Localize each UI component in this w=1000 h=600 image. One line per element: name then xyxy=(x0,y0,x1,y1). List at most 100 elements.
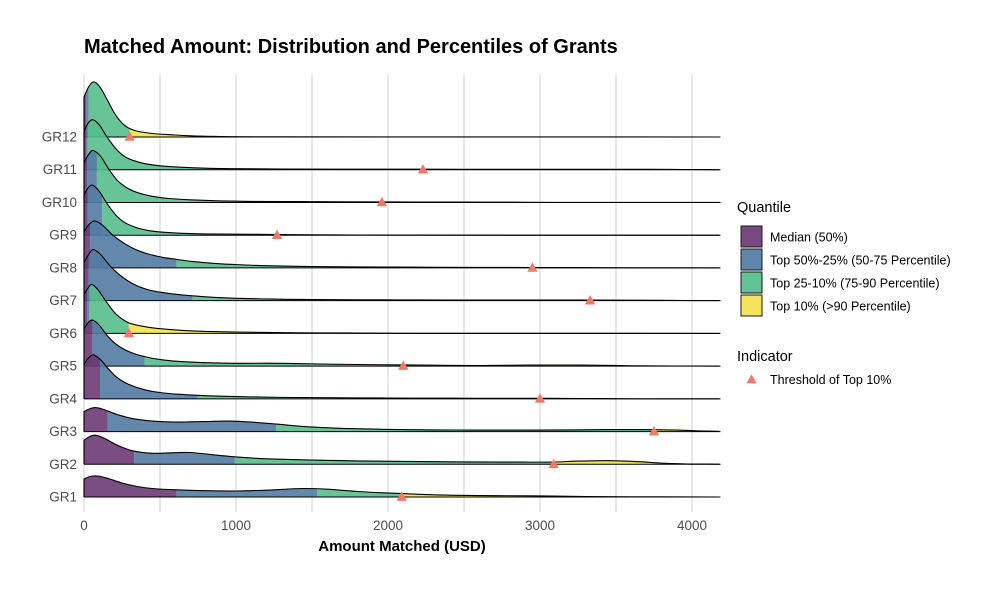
ridge-GR11-top10 xyxy=(422,169,720,170)
y-axis-label-GR1: GR1 xyxy=(49,490,77,505)
x-axis-title: Amount Matched (USD) xyxy=(318,538,486,555)
y-axis-label-GR2: GR2 xyxy=(49,457,77,472)
ridge-outline-GR12 xyxy=(83,81,720,138)
ridge-GR2-median xyxy=(84,435,135,465)
legend-swatch-q75_90 xyxy=(740,271,763,294)
ridge-GR7-q75_90 xyxy=(192,295,591,301)
ridge-GR1-top10 xyxy=(401,493,720,498)
threshold-marker-GR12 xyxy=(124,131,135,141)
legend-item-label: Top 50%-25% (50-75 Percentile) xyxy=(770,254,951,268)
x-tick-4000: 4000 xyxy=(677,518,707,533)
ridge-GR12-q75_90 xyxy=(88,81,130,137)
ridge-GR7-top10 xyxy=(590,300,720,301)
ridge-GR5-top10 xyxy=(403,364,720,367)
threshold-marker-GR2 xyxy=(548,458,559,469)
ridge-GR8-q75_90 xyxy=(176,259,533,268)
ridge-outline-GR8 xyxy=(83,220,720,269)
ridge-GR1-q50_75 xyxy=(176,488,318,498)
ridge-GR12-median xyxy=(84,91,87,137)
ridge-GR2-q50_75 xyxy=(134,451,235,465)
threshold-marker-GR5 xyxy=(398,360,409,370)
y-axis-labels: GR12 GR11 GR10 GR9 GR8 GR7 GR6 GR5 GR4 GR3 GR2 GR1 xyxy=(42,130,78,505)
ridge-GR6-q50_75 xyxy=(87,286,90,334)
y-axis-label-GR3: GR3 xyxy=(49,424,77,439)
legend-swatch-top10 xyxy=(740,294,763,317)
y-axis-label-GR7: GR7 xyxy=(49,293,77,308)
ridge-GR5-median xyxy=(84,320,93,367)
legend-quantile-title: Quantile xyxy=(737,200,791,216)
y-axis-label-GR4: GR4 xyxy=(49,391,77,406)
ridge-GR6-top10 xyxy=(128,322,720,334)
legend-swatch-q50_75 xyxy=(740,248,763,271)
ridge-outline-GR6 xyxy=(83,283,720,334)
ridge-GR11-median xyxy=(84,126,87,170)
ridge-outline-GR9 xyxy=(83,184,720,236)
threshold-marker-GR3 xyxy=(648,425,660,436)
ridge-outline-GR4 xyxy=(83,354,720,400)
ridge-GR4-q75_90 xyxy=(197,395,540,399)
ridge-GR10-q75_90 xyxy=(96,152,382,203)
ridge-GR3-q50_75 xyxy=(107,410,277,432)
y-axis-label-GR10: GR10 xyxy=(42,195,77,210)
ridge-GR2-top10 xyxy=(553,460,720,465)
ridge-GR12-q50_75 xyxy=(86,87,89,137)
y-axis-label-GR5: GR5 xyxy=(49,359,77,374)
ridge-GR5-q50_75 xyxy=(92,320,145,367)
ridge-GR1-q75_90 xyxy=(317,488,402,498)
y-axis-label-GR8: GR8 xyxy=(49,260,77,275)
ridge-outline-GR1 xyxy=(83,475,720,498)
threshold-marker-GR4 xyxy=(534,393,546,403)
threshold-marker-GR6 xyxy=(123,327,135,338)
ridge-GR3-median xyxy=(84,407,108,432)
legend-indicator-title: Indicator xyxy=(737,349,793,365)
legend-swatch-median xyxy=(740,225,763,248)
y-axis-label-GR6: GR6 xyxy=(49,326,77,341)
ridge-outline-GR11 xyxy=(83,119,720,171)
legend-item-label: Top 10% (>90 Percentile) xyxy=(770,300,911,314)
chart-title: Matched Amount: Distribution and Percent… xyxy=(84,36,618,58)
x-tick-2000: 2000 xyxy=(373,518,403,533)
ridge-outline-GR3 xyxy=(83,406,720,432)
ridge-GR9-q50_75 xyxy=(87,185,103,236)
legend-item-label: Top 25-10% (75-90 Percentile) xyxy=(770,277,940,291)
ridge-GR10-top10 xyxy=(381,201,720,203)
legend-threshold-triangle-icon xyxy=(746,374,757,384)
legend-item-label: Median (50%) xyxy=(770,231,848,245)
ridge-outline-GR7 xyxy=(83,249,720,302)
ridge-outline-GR5 xyxy=(83,319,720,367)
x-tick-3000: 3000 xyxy=(525,518,555,533)
ridge-GR10-median xyxy=(84,156,88,203)
ridge-GR12-top10 xyxy=(129,128,720,137)
gridlines xyxy=(83,75,693,512)
threshold-marker-GR8 xyxy=(527,262,538,272)
ridges xyxy=(83,81,721,498)
threshold-marker-GR10 xyxy=(376,196,388,207)
x-axis-tick-labels: 0 1000 2000 3000 4000 xyxy=(80,518,707,533)
ridge-GR4-q50_75 xyxy=(99,359,198,399)
threshold-marker-GR9 xyxy=(271,229,283,239)
ridge-GR4-median xyxy=(84,354,100,399)
ridge-GR7-q50_75 xyxy=(88,249,193,301)
y-axis-label-GR12: GR12 xyxy=(42,130,77,145)
x-tick-0: 0 xyxy=(80,518,88,533)
x-tick-1000: 1000 xyxy=(221,518,251,533)
ridge-GR11-q75_90 xyxy=(87,119,423,170)
y-axis-label-GR11: GR11 xyxy=(43,162,77,177)
ridge-GR9-top10 xyxy=(277,234,720,236)
ridge-GR7-median xyxy=(84,254,89,301)
ridge-outline-GR10 xyxy=(83,149,720,203)
ridge-GR6-q75_90 xyxy=(89,284,129,334)
ridge-GR10-q50_75 xyxy=(87,150,97,203)
threshold-marker-GR7 xyxy=(584,295,596,305)
threshold-marker-GR11 xyxy=(417,164,429,174)
ridge-GR9-q75_90 xyxy=(102,195,278,236)
y-axis-label-GR9: GR9 xyxy=(49,228,77,243)
ridge-GR9-median xyxy=(84,188,88,236)
threshold-marker-GR1 xyxy=(396,491,407,501)
ridge-GR6-median xyxy=(84,289,88,334)
ridge-GR11-q50_75 xyxy=(86,123,88,170)
legend: Quantile Median (50%) Top 50%-25% (50-75 … xyxy=(737,200,951,387)
ridge-GR5-q75_90 xyxy=(144,356,404,367)
